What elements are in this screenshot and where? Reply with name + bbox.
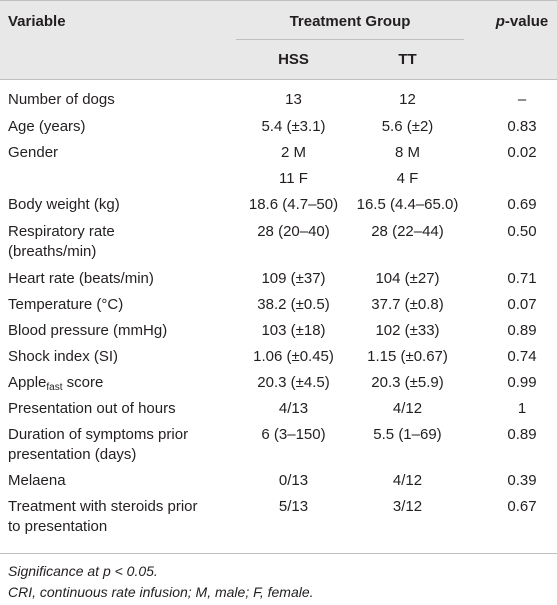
cell-hss: 0/13 bbox=[278, 472, 309, 489]
cell-hss: 20.3 (±4.5) bbox=[257, 374, 330, 391]
table-header: Variable Treatment Group p-value HSS TT bbox=[0, 0, 557, 80]
table-bottom-rule bbox=[0, 553, 557, 554]
cell-tt: 28 (22–44) bbox=[371, 223, 444, 240]
cell-p-value: 0.07 bbox=[507, 296, 537, 313]
cell-hss: 13 bbox=[285, 91, 302, 108]
cell-hss: 5.4 (±3.1) bbox=[261, 118, 326, 135]
cell-variable: Temperature (°C) bbox=[8, 296, 124, 313]
cell-p-value: 0.99 bbox=[507, 374, 537, 391]
variable-text: Apple bbox=[8, 374, 47, 391]
variable-subscript: fast bbox=[46, 382, 63, 393]
cell-variable: Age (years) bbox=[8, 118, 86, 135]
cell-tt: 4/12 bbox=[392, 400, 423, 417]
header-tt: TT bbox=[398, 51, 417, 68]
cell-variable: Gender bbox=[8, 144, 59, 161]
cell-variable: Number of dogs bbox=[8, 91, 115, 108]
cell-p-value: 0.50 bbox=[507, 223, 537, 240]
cell-variable-line2: presentation (days) bbox=[8, 446, 137, 463]
cell-hss-line2: 11 F bbox=[279, 170, 308, 187]
cell-hss: 5/13 bbox=[278, 498, 309, 515]
cell-p-value: 0.71 bbox=[507, 270, 537, 287]
cell-tt: 37.7 (±0.8) bbox=[371, 296, 444, 313]
cell-hss: 6 (3–150) bbox=[261, 426, 326, 443]
cell-tt: 104 (±27) bbox=[375, 270, 440, 287]
cell-variable-line2: to presentation bbox=[8, 518, 108, 535]
cell-variable: Treatment with steroids prior bbox=[8, 498, 198, 515]
cell-p-value: – bbox=[517, 91, 527, 108]
cell-hss: 18.6 (4.7–50) bbox=[248, 196, 339, 213]
cell-tt: 5.6 (±2) bbox=[381, 118, 434, 135]
cell-tt: 5.5 (1–69) bbox=[373, 426, 442, 443]
cell-tt: 4/12 bbox=[392, 472, 423, 489]
variable-suffix: score bbox=[62, 374, 104, 391]
cell-tt: 102 (±33) bbox=[375, 322, 440, 339]
cell-variable: Melaena bbox=[8, 472, 66, 489]
cell-tt: 12 bbox=[399, 91, 416, 108]
cell-p-value: 0.89 bbox=[507, 322, 537, 339]
cell-tt: 20.3 (±5.9) bbox=[371, 374, 444, 391]
header-hss: HSS bbox=[278, 51, 309, 68]
cell-variable: Shock index (SI) bbox=[8, 348, 119, 365]
cell-hss: 109 (±37) bbox=[261, 270, 326, 287]
cell-p-value: 0.69 bbox=[507, 196, 537, 213]
cell-tt-line2: 4 F bbox=[396, 170, 419, 187]
cell-variable: Respiratory rate bbox=[8, 223, 115, 240]
header-treatment-group: Treatment Group bbox=[289, 13, 411, 30]
header-variable: Variable bbox=[8, 13, 66, 30]
cell-variable: Duration of symptoms prior bbox=[8, 426, 189, 443]
cell-variable: Heart rate (beats/min) bbox=[8, 270, 154, 287]
cell-p-value: 0.74 bbox=[507, 348, 537, 365]
footnote-abbreviations: CRI, continuous rate infusion; M, male; … bbox=[8, 584, 314, 600]
cell-variable: Presentation out of hours bbox=[8, 400, 176, 417]
p-italic: p bbox=[495, 13, 505, 30]
cell-hss: 38.2 (±0.5) bbox=[257, 296, 330, 313]
cell-tt: 8 M bbox=[394, 144, 420, 161]
cell-hss: 103 (±18) bbox=[261, 322, 326, 339]
cell-p-value: 0.39 bbox=[507, 472, 537, 489]
cell-p-value: 1 bbox=[517, 400, 527, 417]
cell-p-value: 0.67 bbox=[507, 498, 537, 515]
footnote-significance: Significance at p < 0.05. bbox=[8, 563, 158, 579]
cell-tt: 3/12 bbox=[392, 498, 423, 515]
cell-variable: Body weight (kg) bbox=[8, 196, 120, 213]
p-value-suffix: -value bbox=[504, 13, 549, 30]
cell-hss: 4/13 bbox=[278, 400, 309, 417]
cell-hss: 2 M bbox=[280, 144, 306, 161]
cell-variable: Applefast score bbox=[8, 373, 103, 398]
cell-p-value: 0.83 bbox=[507, 118, 537, 135]
cell-p-value: 0.89 bbox=[507, 426, 537, 443]
cell-hss: 1.06 (±0.45) bbox=[253, 348, 334, 365]
header-subrule bbox=[236, 39, 464, 40]
cell-variable: Blood pressure (mmHg) bbox=[8, 322, 168, 339]
cell-p-value: 0.02 bbox=[507, 144, 537, 161]
cell-variable-line2: (breaths/min) bbox=[8, 243, 97, 260]
cell-tt: 1.15 (±0.67) bbox=[367, 348, 448, 365]
cell-tt: 16.5 (4.4–65.0) bbox=[356, 196, 459, 213]
header-p-value: p-value bbox=[490, 13, 554, 30]
cell-hss: 28 (20–40) bbox=[257, 223, 330, 240]
